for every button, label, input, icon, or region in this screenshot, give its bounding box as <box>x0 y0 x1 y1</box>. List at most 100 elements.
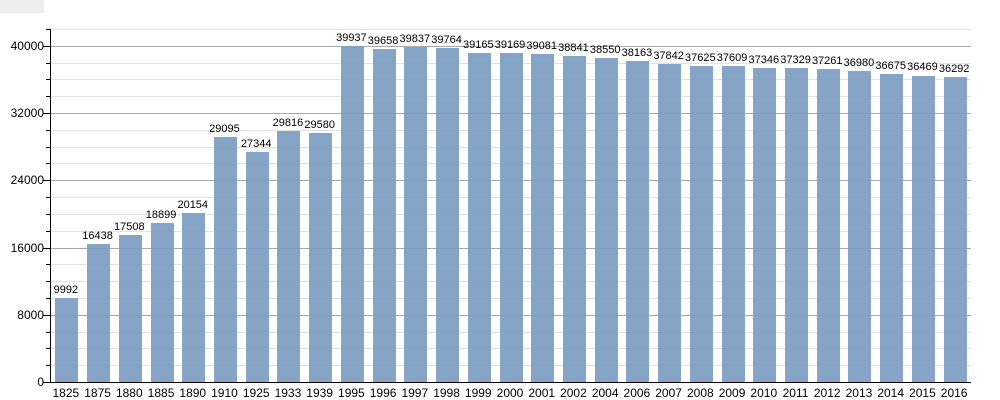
bar <box>182 212 206 382</box>
bar <box>118 234 142 382</box>
bar-value-label: 36675 <box>875 59 906 72</box>
x-axis-label: 1885 <box>147 386 175 400</box>
bar <box>626 61 650 382</box>
bar <box>943 76 967 382</box>
bar-value-label: 16438 <box>82 229 113 242</box>
corner-artifact <box>0 0 44 13</box>
x-axis-label: 1933 <box>274 386 302 400</box>
x-axis-label: 2001 <box>528 386 556 400</box>
bar <box>594 58 618 382</box>
bar <box>785 68 809 382</box>
y-major-tick <box>43 314 50 316</box>
bar-value-label: 37346 <box>748 54 780 67</box>
bar-value-label: 37329 <box>780 54 811 67</box>
bar-value-label: 39764 <box>431 33 462 46</box>
y-major-tick <box>43 247 50 249</box>
bar-value-label: 18899 <box>145 209 177 222</box>
bar <box>467 52 491 382</box>
y-axis-label: 24000 <box>10 173 44 188</box>
y-minor-tick <box>46 230 50 232</box>
y-axis-label: 16000 <box>10 240 44 255</box>
bar-value-label: 36980 <box>843 57 875 70</box>
y-minor-tick <box>46 96 50 98</box>
bar <box>880 73 904 382</box>
y-minor-tick <box>46 365 50 367</box>
x-axis-label: 2015 <box>909 386 936 400</box>
y-minor-tick <box>46 348 50 350</box>
y-minor-tick <box>46 79 50 81</box>
bar-value-label: 39837 <box>399 33 431 46</box>
x-axis-label: 2011 <box>782 386 809 400</box>
y-major-tick <box>43 113 50 115</box>
bar <box>436 47 460 382</box>
bar-value-label: 39165 <box>462 38 494 51</box>
bar <box>309 133 333 382</box>
x-axis-label: 2009 <box>718 386 746 400</box>
y-minor-tick <box>46 146 50 148</box>
bar <box>816 68 840 382</box>
y-minor-tick <box>46 62 50 64</box>
bar <box>753 68 777 382</box>
x-axis-label: 1939 <box>306 386 333 400</box>
y-major-tick <box>43 382 50 383</box>
x-axis-label: 1875 <box>84 386 111 400</box>
bar <box>245 152 269 382</box>
bar-value-label: 38550 <box>589 43 621 56</box>
bar <box>658 63 682 382</box>
x-axis-label: 2007 <box>655 386 682 400</box>
bar-value-label: 27344 <box>240 138 272 151</box>
x-axis-label: 2013 <box>845 386 873 400</box>
x-axis-label: 1880 <box>115 386 143 400</box>
y-minor-tick <box>46 163 50 165</box>
y-minor-tick <box>46 264 50 266</box>
x-axis-label: 1997 <box>401 386 429 400</box>
x-axis-label: 2006 <box>623 386 651 400</box>
bar <box>848 71 872 382</box>
major-gridline <box>51 45 971 47</box>
y-major-tick <box>43 45 50 47</box>
bar-value-label: 38841 <box>558 41 589 54</box>
bar-value-label: 39937 <box>336 32 367 45</box>
bar-value-label: 29816 <box>272 117 304 130</box>
bar <box>340 46 364 382</box>
y-axis-label: 32000 <box>10 106 44 121</box>
bar <box>404 47 428 382</box>
x-axis-label: 2000 <box>496 386 524 400</box>
y-minor-tick <box>46 197 50 199</box>
bar-value-label: 20154 <box>177 198 209 211</box>
x-axis-label: 1996 <box>369 386 397 400</box>
x-axis-label: 1825 <box>52 386 80 400</box>
x-axis-label: 2012 <box>813 386 841 400</box>
y-axis-label: 40000 <box>10 38 44 53</box>
x-axis-label: 2010 <box>750 386 778 400</box>
bar-value-label: 37609 <box>716 51 748 64</box>
x-axis-label: 2008 <box>686 386 714 400</box>
y-axis-label: 0 <box>37 375 44 389</box>
bar <box>87 243 111 382</box>
bar <box>911 75 935 382</box>
bar <box>372 48 396 382</box>
bar <box>562 55 586 382</box>
bar-value-label: 38163 <box>621 47 653 60</box>
y-axis-label: 8000 <box>17 307 44 322</box>
y-major-tick <box>43 180 50 182</box>
bar <box>499 52 523 382</box>
x-axis-label: 2004 <box>591 386 619 400</box>
bar-value-label: 39658 <box>367 34 399 47</box>
bar <box>213 137 237 382</box>
y-minor-tick <box>46 281 50 283</box>
x-axis-label: 1890 <box>179 386 207 400</box>
bar <box>277 131 301 382</box>
y-minor-tick <box>46 29 50 30</box>
minor-gridline <box>51 29 971 30</box>
bar-value-label: 39081 <box>526 39 558 52</box>
bar <box>531 53 555 382</box>
bar-value-label: 36292 <box>938 62 970 75</box>
bar <box>721 65 745 382</box>
y-minor-tick <box>46 297 50 299</box>
x-axis-label: 2002 <box>560 386 587 400</box>
x-axis-label: 2016 <box>940 386 968 400</box>
bar-value-label: 37625 <box>685 51 716 64</box>
bar-value-label: 29580 <box>304 119 335 132</box>
